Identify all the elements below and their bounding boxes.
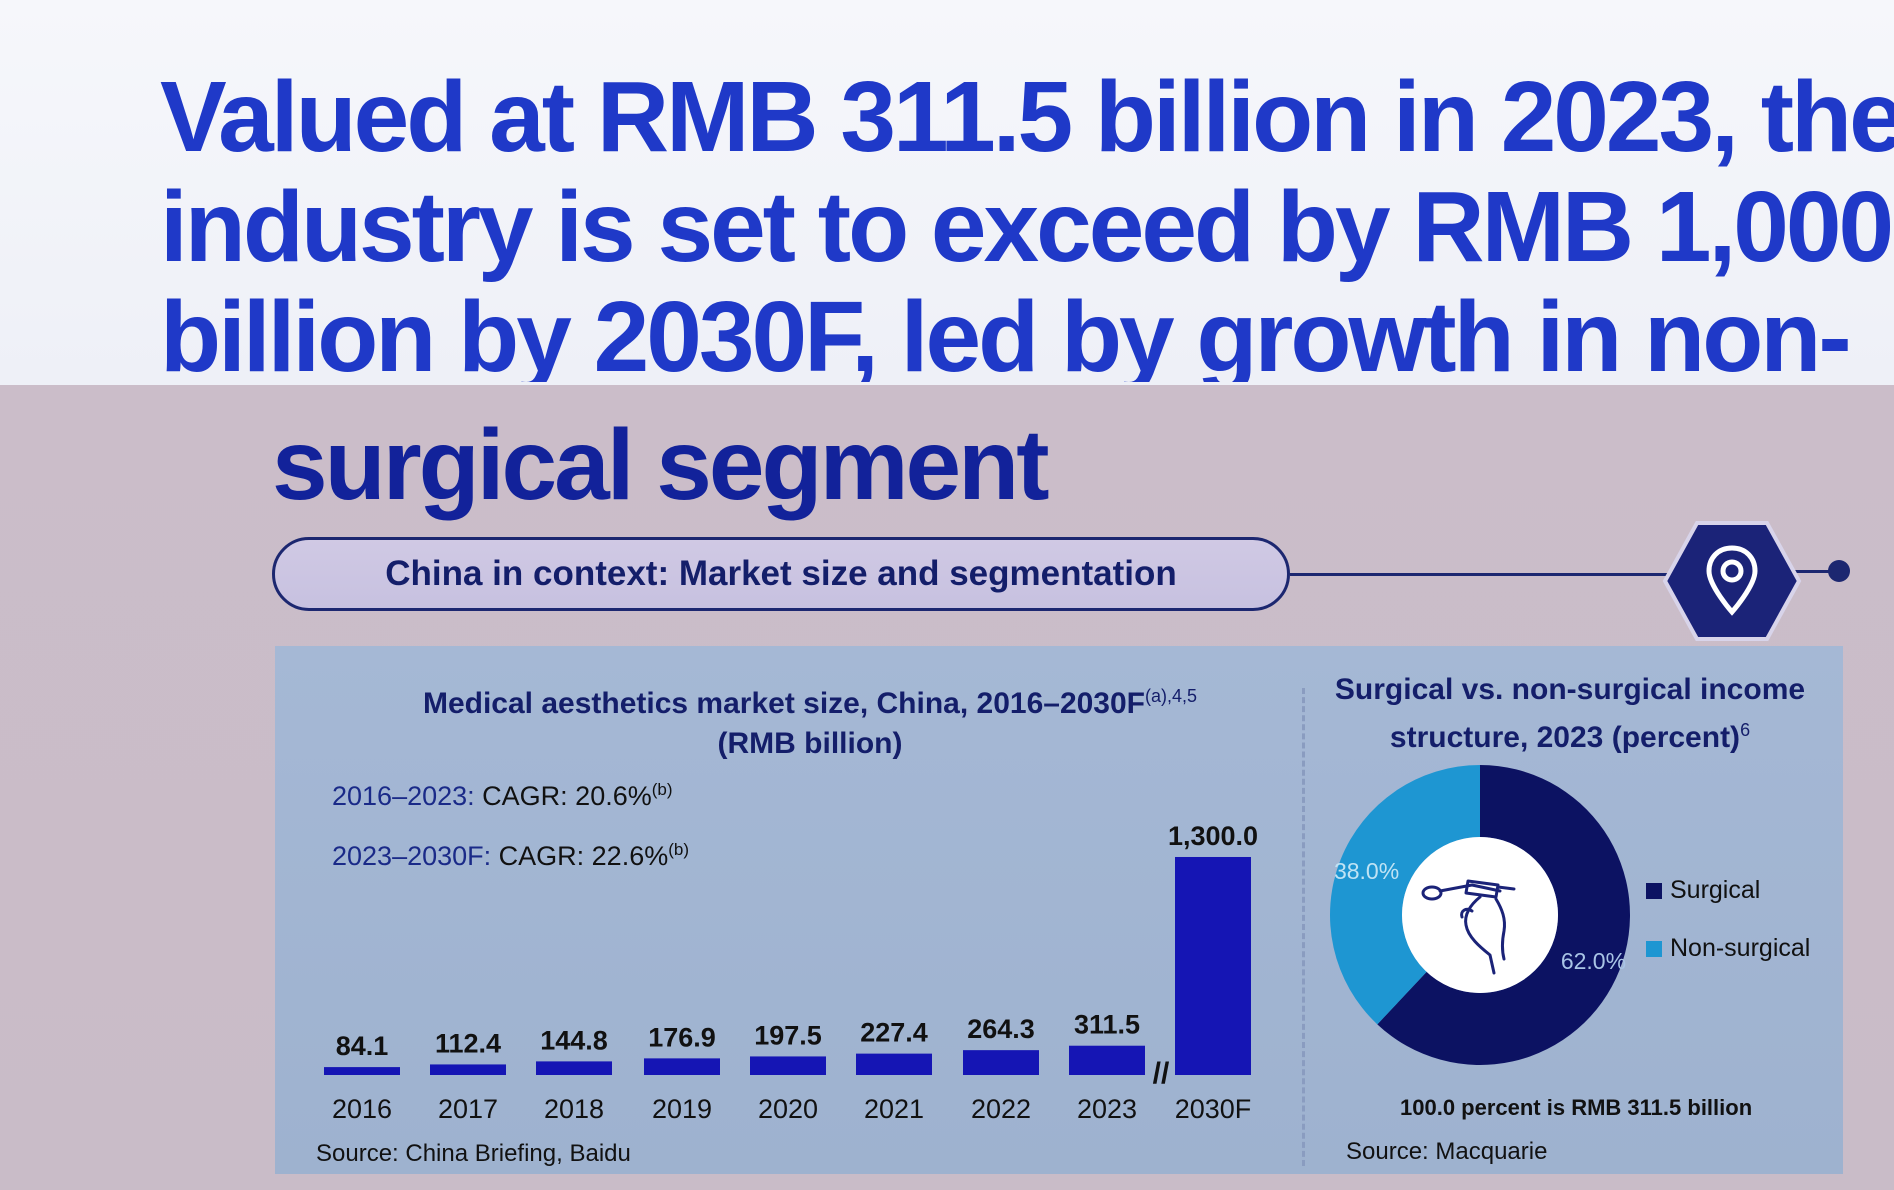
headline-line-1: Valued at RMB 311.5 billion in 2023, the [160,61,1894,173]
donut-chart-title-superscript: 6 [1740,720,1751,740]
bar-chart-title-superscript: (a),4,5 [1145,686,1198,706]
bar-2016 [324,1067,400,1075]
donut-chart-title-line-2: structure, 2023 (percent) [1389,721,1741,754]
bar-2021 [856,1053,932,1075]
panel-divider [1302,688,1305,1166]
x-tick-label-2019: 2019 [652,1094,712,1124]
legend-non-surgical-swatch [1646,940,1662,957]
axis-break-mark: // [1153,1057,1170,1090]
cagr-2023-2030-note: (b) [668,840,690,859]
bar-chart-title-line-1: Medical aesthetics market size, China, 2… [422,687,1146,720]
x-tick-label-2023: 2023 [1077,1094,1137,1124]
bar-value-label-2016: 84.1 [336,1031,389,1061]
banner-connector-dot [1828,560,1850,582]
donut-label-surgical: 62.0% [1561,948,1626,974]
bar-chart-title: Medical aesthetics market size, China, 2… [360,676,1260,764]
donut-chart-title-line-1: Surgical vs. non-surgical income [1334,673,1806,706]
cagr-2023-2030-years: 2023–2030F: [332,841,492,871]
bar-2019 [644,1058,720,1075]
legend-non-surgical-label: Non-surgical [1670,934,1811,962]
bar-value-label-2019: 176.9 [648,1022,716,1052]
headline-line-4: surgical segment [272,409,1050,521]
bar-value-label-2018: 144.8 [540,1025,608,1055]
bar-value-label-2023: 311.5 [1074,1010,1140,1040]
bar-2023 [1069,1045,1145,1075]
bar-2017 [430,1064,506,1075]
bar-value-label-2021: 227.4 [860,1018,928,1048]
banner-connector-line [1290,573,1670,576]
legend-surgical-swatch [1646,882,1662,899]
legend-surgical-label: Surgical [1670,876,1761,904]
legend-surgical: Surgical [1646,876,1760,905]
banner-connector-line-end [1792,570,1830,573]
legend-non-surgical: Non-surgical [1646,934,1810,963]
bar-value-label-2030F: 1,300.0 [1168,821,1258,851]
bar-2018 [536,1061,612,1075]
bar-2022 [963,1050,1039,1075]
injection-hand-icon [1421,879,1516,975]
x-tick-label-2017: 2017 [438,1094,498,1124]
cagr-2023-2030: 2023–2030F: CAGR: 22.6%(b) [332,840,689,872]
bar-2030F [1175,856,1251,1075]
bar-value-label-2017: 112.4 [435,1028,501,1058]
donut-note: 100.0 percent is RMB 311.5 billion [1400,1095,1753,1120]
bar-2020 [750,1056,826,1075]
x-tick-label-2030F: 2030F [1175,1094,1252,1124]
header-background [0,0,1894,385]
section-banner-title: China in context: Market size and segmen… [385,554,1177,593]
x-tick-label-2018: 2018 [544,1094,604,1124]
bar-value-label-2020: 197.5 [754,1020,822,1050]
section-banner: China in context: Market size and segmen… [272,537,1290,611]
donut-slice-surgical [1377,765,1630,1065]
cagr-2023-2030-value: CAGR: 22.6% [498,841,669,871]
bar-chart-title-line-2: (RMB billion) [717,727,903,760]
bar-value-label-2022: 264.3 [967,1014,1035,1044]
headline-line-3: billion by 2030F, led by growth in non- [160,282,1849,382]
x-tick-label-2021: 2021 [864,1094,924,1124]
cagr-2016-2023-years: 2016–2023: [332,781,475,811]
location-pin-icon [1662,521,1802,641]
bar-chart-source: Source: China Briefing, Baidu [316,1140,631,1167]
donut-center [1402,837,1558,993]
donut-chart-title: Surgical vs. non-surgical income structu… [1320,670,1820,758]
x-tick-label-2020: 2020 [758,1094,818,1124]
cagr-2016-2023-note: (b) [651,780,673,799]
cagr-2016-2023: 2016–2023: CAGR: 20.6%(b) [332,780,673,812]
x-tick-label-2022: 2022 [971,1094,1031,1124]
x-tick-label-2016: 2016 [332,1094,392,1124]
donut-chart-source: Source: Macquarie [1346,1138,1548,1165]
donut-label-non-surgical: 38.0% [1334,858,1399,884]
headline-line-2: industry is set to exceed by RMB 1,000.0 [160,171,1894,283]
cagr-2016-2023-value: CAGR: 20.6% [482,781,652,811]
donut-slice-non-surgical [1330,765,1480,1025]
